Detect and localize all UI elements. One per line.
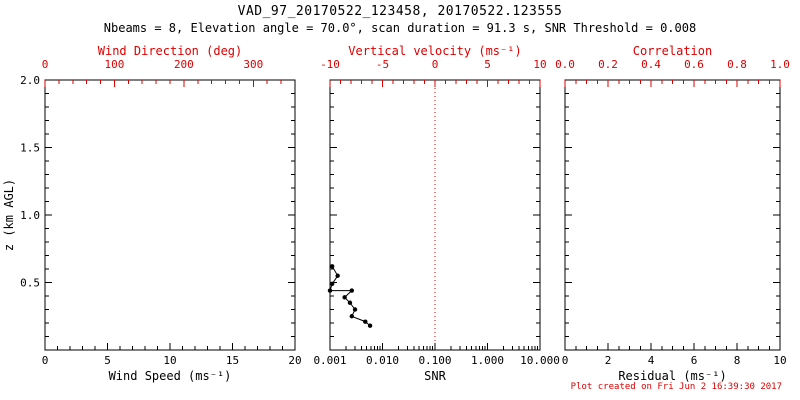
- svg-text:1.0: 1.0: [20, 209, 40, 222]
- snr-profile-marker: [349, 314, 354, 319]
- svg-text:4: 4: [648, 354, 655, 367]
- svg-text:8: 8: [734, 354, 741, 367]
- panel-frame: [44, 79, 296, 351]
- snr-profile-marker: [327, 288, 333, 293]
- snr-profile-marker: [363, 319, 368, 324]
- svg-text:0.010: 0.010: [366, 354, 399, 367]
- svg-text:0.4: 0.4: [641, 58, 661, 71]
- panel-frame: [564, 79, 781, 351]
- svg-text:6: 6: [691, 354, 698, 367]
- svg-text:0.2: 0.2: [598, 58, 618, 71]
- svg-text:1.000: 1.000: [471, 354, 504, 367]
- panel-wind-speed: 0 5 10 15 20 Wind Speed (ms⁻¹) 0 100 200 300Wind …: [2, 44, 302, 383]
- svg-text:0: 0: [562, 354, 569, 367]
- svg-text:200: 200: [174, 58, 194, 71]
- svg-text:1.5: 1.5: [20, 142, 40, 155]
- svg-text:SNR: SNR: [424, 369, 446, 383]
- svg-text:20: 20: [288, 354, 301, 367]
- svg-text:300: 300: [243, 58, 263, 71]
- svg-text:10: 10: [533, 58, 546, 71]
- svg-text:1.0: 1.0: [770, 58, 790, 71]
- panel-snr: 0.001 0.010 0.100 1.000 10.000 SNR -10 -5 0 5 10 Ve…: [313, 44, 559, 383]
- svg-text:2: 2: [605, 354, 612, 367]
- svg-text:0: 0: [432, 58, 439, 71]
- svg-text:Correlation: Correlation: [633, 44, 712, 58]
- svg-text:100: 100: [105, 58, 125, 71]
- svg-text:0.001: 0.001: [313, 354, 346, 367]
- snr-profile-marker: [367, 323, 373, 328]
- svg-text:Vertical velocity (ms⁻¹): Vertical velocity (ms⁻¹): [348, 44, 521, 58]
- svg-text:0.5: 0.5: [20, 277, 40, 290]
- svg-text:10: 10: [163, 354, 176, 367]
- plot-subtitle: Nbeams = 8, Elevation angle = 70.0°, sca…: [103, 21, 697, 35]
- svg-text:0.8: 0.8: [727, 58, 747, 71]
- snr-profile-marker: [329, 264, 335, 269]
- snr-profile-marker: [347, 300, 353, 305]
- svg-text:0.6: 0.6: [684, 58, 704, 71]
- svg-text:0: 0: [42, 58, 49, 71]
- svg-text:Wind Speed (ms⁻¹): Wind Speed (ms⁻¹): [109, 369, 232, 383]
- snr-profile-marker: [329, 281, 335, 287]
- svg-text:10.000: 10.000: [520, 354, 560, 367]
- svg-text:15: 15: [226, 354, 239, 367]
- svg-text:0: 0: [42, 354, 49, 367]
- svg-text:-10: -10: [320, 58, 340, 71]
- snr-profile-marker: [349, 288, 354, 293]
- svg-text:-5: -5: [376, 58, 389, 71]
- svg-text:5: 5: [104, 354, 111, 367]
- svg-text:Wind Direction (deg): Wind Direction (deg): [98, 44, 243, 58]
- snr-profile-marker: [342, 295, 347, 300]
- svg-text:0.0: 0.0: [555, 58, 575, 71]
- svg-text:10: 10: [773, 354, 786, 367]
- snr-profile-marker: [352, 307, 358, 312]
- svg-text:0.100: 0.100: [418, 354, 451, 367]
- svg-text:5: 5: [484, 58, 491, 71]
- plot-title: VAD_97_20170522_123458, 20170522.123555: [237, 4, 563, 19]
- svg-text:2.0: 2.0: [20, 74, 40, 87]
- snr-profile-marker: [335, 273, 340, 278]
- plot-created-timestamp: Plot created on Fri Jun 2 16:39:30 2017: [570, 382, 782, 392]
- svg-text:Residual (ms⁻¹): Residual (ms⁻¹): [618, 369, 726, 383]
- svg-text:z (km AGL): z (km AGL): [2, 179, 16, 251]
- panel-residual: 0 2 4 6 8 10 Residual (ms⁻¹) 0.0 0.2 0.4 0.6 0.8 1.0…: [555, 44, 790, 383]
